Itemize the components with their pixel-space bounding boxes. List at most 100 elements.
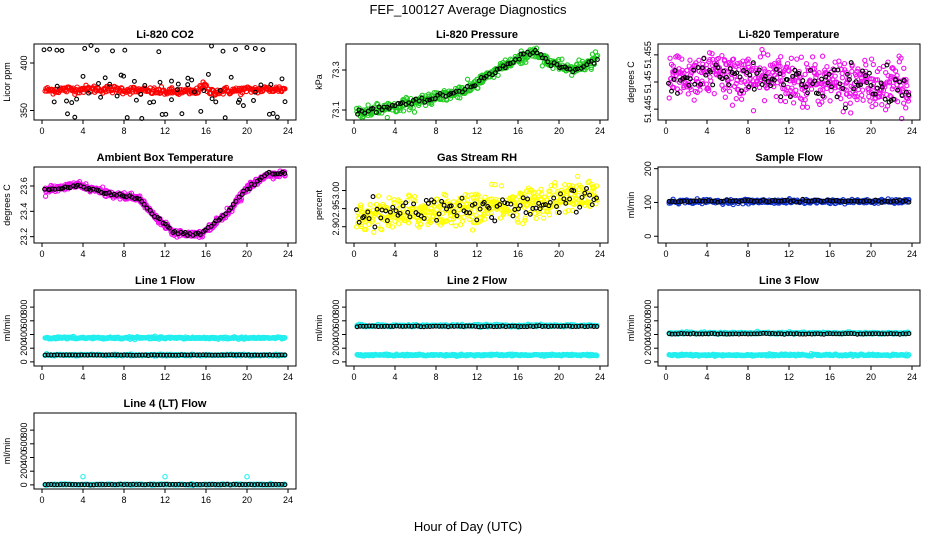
data-point [69, 352, 75, 358]
data-point [547, 200, 553, 205]
data-point [217, 88, 223, 93]
data-point [836, 198, 842, 204]
data-point [872, 91, 878, 97]
data-point [854, 198, 860, 204]
data-point [582, 324, 588, 330]
data-point [424, 323, 430, 329]
data-point [374, 100, 380, 107]
data-point [573, 324, 579, 329]
data-point [379, 226, 385, 233]
panel-title: Line 1 Flow [135, 275, 195, 287]
data-point [485, 323, 491, 329]
data-point [742, 198, 748, 204]
data-point [819, 76, 824, 82]
data-point [60, 352, 66, 358]
data-point [727, 66, 733, 72]
data-point [594, 324, 600, 329]
data-point [500, 197, 505, 203]
data-point [466, 323, 472, 329]
data-point [145, 353, 151, 358]
data-point [115, 352, 121, 358]
data-point [366, 216, 372, 222]
data-point [406, 192, 412, 198]
data-point [505, 61, 511, 67]
data-point [494, 66, 500, 72]
data-point [853, 79, 859, 85]
data-point [842, 105, 848, 111]
x-tick-label: 8 [745, 126, 750, 136]
x-tick-label: 24 [283, 372, 293, 382]
data-point [869, 103, 875, 110]
data-point [795, 92, 801, 98]
data-point [118, 72, 124, 78]
data-point [185, 352, 191, 358]
data-point [708, 78, 714, 84]
x-tick-label: 12 [472, 249, 482, 259]
data-point [355, 111, 361, 117]
data-point [112, 352, 118, 358]
data-point [757, 54, 764, 60]
data-point [884, 62, 890, 68]
data-point [839, 198, 845, 204]
data-point [475, 85, 481, 91]
data-point [679, 56, 685, 62]
data-point [383, 208, 389, 214]
data-point [830, 198, 836, 204]
data-points [666, 328, 912, 359]
x-tick-label: 20 [866, 126, 876, 136]
data-point [885, 198, 891, 204]
x-tick-label: 12 [472, 372, 482, 382]
data-point [859, 87, 866, 93]
data-point [515, 324, 521, 329]
x-tick-label: 8 [121, 126, 126, 136]
data-point [777, 63, 783, 69]
data-point [523, 210, 529, 216]
data-point [133, 97, 139, 103]
data-point [162, 221, 168, 227]
data-point [513, 200, 519, 206]
data-point [857, 198, 863, 204]
data-point [802, 96, 808, 103]
data-point [275, 171, 281, 177]
data-point [759, 82, 765, 87]
data-point [682, 75, 688, 81]
y-axis-label: ml/min [2, 315, 12, 342]
y-tick-label: 0 [331, 359, 341, 364]
x-tick-label: 20 [554, 249, 564, 259]
y-tick-label: 400 [331, 327, 341, 342]
data-point [462, 86, 468, 92]
data-point [719, 76, 725, 82]
data-point [124, 115, 130, 121]
data-point [376, 104, 382, 110]
data-point [487, 196, 493, 202]
data-point [903, 89, 909, 95]
data-point [730, 56, 737, 62]
y-tick-label: 2.90 [331, 218, 341, 236]
data-point [699, 65, 705, 71]
data-point [131, 78, 137, 84]
data-point [848, 110, 854, 116]
data-point [593, 183, 600, 189]
data-point [448, 220, 454, 226]
data-point [489, 181, 495, 187]
data-point [370, 106, 376, 111]
data-point [403, 94, 409, 101]
y-tick-label: 23.4 [19, 203, 29, 221]
data-point [546, 191, 552, 198]
data-point [569, 207, 575, 214]
series-line-high [42, 333, 288, 343]
data-point [174, 87, 180, 93]
data-point [719, 82, 725, 88]
data-point [75, 182, 80, 188]
data-point [209, 43, 214, 49]
x-tick-label: 24 [907, 249, 917, 259]
data-point [782, 98, 789, 105]
data-point [488, 210, 494, 216]
data-point [142, 83, 148, 88]
data-point [756, 67, 762, 73]
data-point [144, 205, 150, 211]
data-point [114, 93, 120, 99]
data-point [876, 66, 882, 72]
data-point [586, 59, 592, 65]
